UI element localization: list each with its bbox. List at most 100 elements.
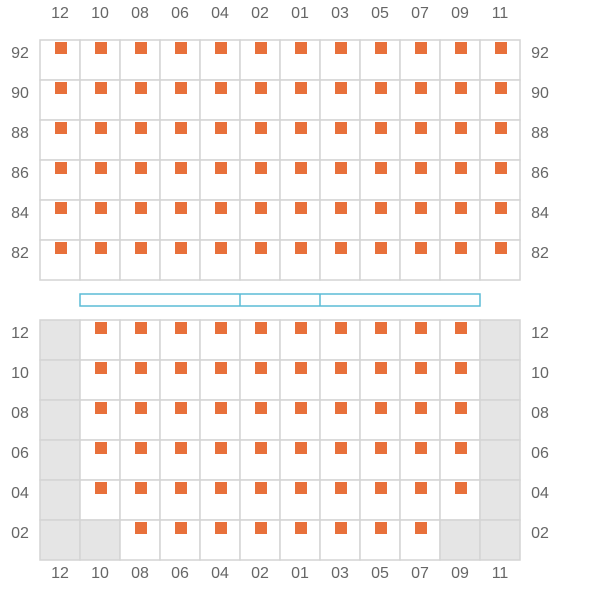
seat[interactable]	[95, 162, 107, 174]
seat[interactable]	[55, 202, 67, 214]
seat[interactable]	[495, 202, 507, 214]
seat[interactable]	[455, 122, 467, 134]
seat[interactable]	[175, 442, 187, 454]
seat[interactable]	[135, 202, 147, 214]
seat[interactable]	[215, 82, 227, 94]
seat[interactable]	[55, 122, 67, 134]
seat[interactable]	[215, 322, 227, 334]
seat[interactable]	[455, 362, 467, 374]
seat[interactable]	[255, 162, 267, 174]
seat[interactable]	[295, 162, 307, 174]
seat[interactable]	[335, 362, 347, 374]
seat[interactable]	[255, 522, 267, 534]
seat[interactable]	[175, 122, 187, 134]
seat[interactable]	[135, 482, 147, 494]
seat[interactable]	[135, 522, 147, 534]
seat[interactable]	[255, 242, 267, 254]
seat[interactable]	[375, 442, 387, 454]
seat[interactable]	[415, 402, 427, 414]
seat[interactable]	[455, 202, 467, 214]
seat[interactable]	[455, 322, 467, 334]
seat[interactable]	[415, 242, 427, 254]
seat[interactable]	[175, 402, 187, 414]
seat[interactable]	[95, 42, 107, 54]
seat[interactable]	[335, 122, 347, 134]
seat[interactable]	[95, 322, 107, 334]
seat[interactable]	[415, 362, 427, 374]
seat[interactable]	[335, 442, 347, 454]
seat[interactable]	[175, 242, 187, 254]
seat[interactable]	[55, 242, 67, 254]
seat[interactable]	[95, 442, 107, 454]
seat[interactable]	[175, 362, 187, 374]
seat[interactable]	[255, 42, 267, 54]
seat[interactable]	[455, 82, 467, 94]
seat[interactable]	[135, 82, 147, 94]
seat[interactable]	[175, 82, 187, 94]
seat[interactable]	[455, 242, 467, 254]
seat[interactable]	[495, 242, 507, 254]
seat[interactable]	[375, 242, 387, 254]
seat[interactable]	[95, 362, 107, 374]
seat[interactable]	[375, 82, 387, 94]
seat[interactable]	[455, 162, 467, 174]
seat[interactable]	[175, 482, 187, 494]
seat[interactable]	[295, 362, 307, 374]
seat[interactable]	[175, 202, 187, 214]
seat[interactable]	[255, 402, 267, 414]
seat[interactable]	[455, 402, 467, 414]
seat[interactable]	[455, 442, 467, 454]
seat[interactable]	[135, 122, 147, 134]
seat[interactable]	[295, 442, 307, 454]
seat[interactable]	[55, 82, 67, 94]
seat[interactable]	[335, 202, 347, 214]
seat[interactable]	[495, 82, 507, 94]
seat[interactable]	[215, 162, 227, 174]
seat[interactable]	[255, 122, 267, 134]
seat[interactable]	[135, 42, 147, 54]
seat[interactable]	[95, 202, 107, 214]
seat[interactable]	[175, 322, 187, 334]
seat[interactable]	[295, 202, 307, 214]
seat[interactable]	[495, 42, 507, 54]
seat[interactable]	[295, 42, 307, 54]
seat[interactable]	[415, 82, 427, 94]
seat[interactable]	[95, 242, 107, 254]
seat[interactable]	[295, 402, 307, 414]
seat[interactable]	[375, 42, 387, 54]
seat[interactable]	[415, 42, 427, 54]
seat[interactable]	[135, 162, 147, 174]
seat[interactable]	[415, 522, 427, 534]
seat[interactable]	[135, 442, 147, 454]
seat[interactable]	[95, 122, 107, 134]
seat[interactable]	[295, 522, 307, 534]
seat[interactable]	[215, 362, 227, 374]
seat[interactable]	[335, 42, 347, 54]
seat[interactable]	[495, 162, 507, 174]
seat[interactable]	[375, 522, 387, 534]
seat[interactable]	[55, 42, 67, 54]
seat[interactable]	[335, 242, 347, 254]
seat[interactable]	[295, 82, 307, 94]
seat[interactable]	[335, 162, 347, 174]
seat[interactable]	[55, 162, 67, 174]
seat[interactable]	[415, 482, 427, 494]
seat[interactable]	[375, 202, 387, 214]
seat[interactable]	[215, 442, 227, 454]
seat[interactable]	[175, 42, 187, 54]
seat[interactable]	[215, 482, 227, 494]
seat[interactable]	[335, 402, 347, 414]
seat[interactable]	[335, 482, 347, 494]
seat[interactable]	[415, 202, 427, 214]
seat[interactable]	[255, 202, 267, 214]
seat[interactable]	[415, 442, 427, 454]
seat[interactable]	[415, 322, 427, 334]
seat[interactable]	[255, 442, 267, 454]
seat[interactable]	[175, 522, 187, 534]
seat[interactable]	[295, 242, 307, 254]
seat[interactable]	[335, 322, 347, 334]
seat[interactable]	[495, 122, 507, 134]
seat[interactable]	[415, 122, 427, 134]
seat[interactable]	[375, 362, 387, 374]
seat[interactable]	[135, 362, 147, 374]
